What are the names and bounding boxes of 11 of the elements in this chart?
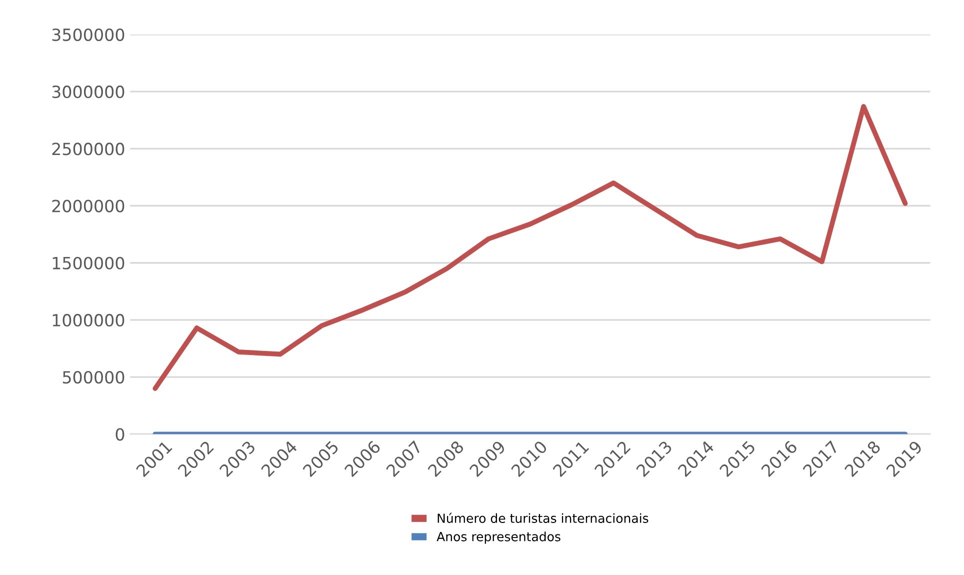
legend-label: Anos representados — [436, 532, 560, 544]
y-tick-label: 2500000 — [52, 142, 124, 156]
legend-label: Número de turistas internacionais — [438, 512, 648, 523]
y-tick-label: 0 — [116, 428, 124, 441]
line-series — [152, 104, 908, 391]
y-tick-label: 1500000 — [52, 256, 124, 270]
y-tick-label: 3500000 — [52, 28, 124, 42]
y-tick-label: 3000000 — [52, 86, 124, 98]
y-tick-label: 500000 — [62, 371, 124, 384]
y-tick-label: 2000000 — [52, 200, 124, 212]
y-tick-label: 1000000 — [52, 314, 124, 327]
